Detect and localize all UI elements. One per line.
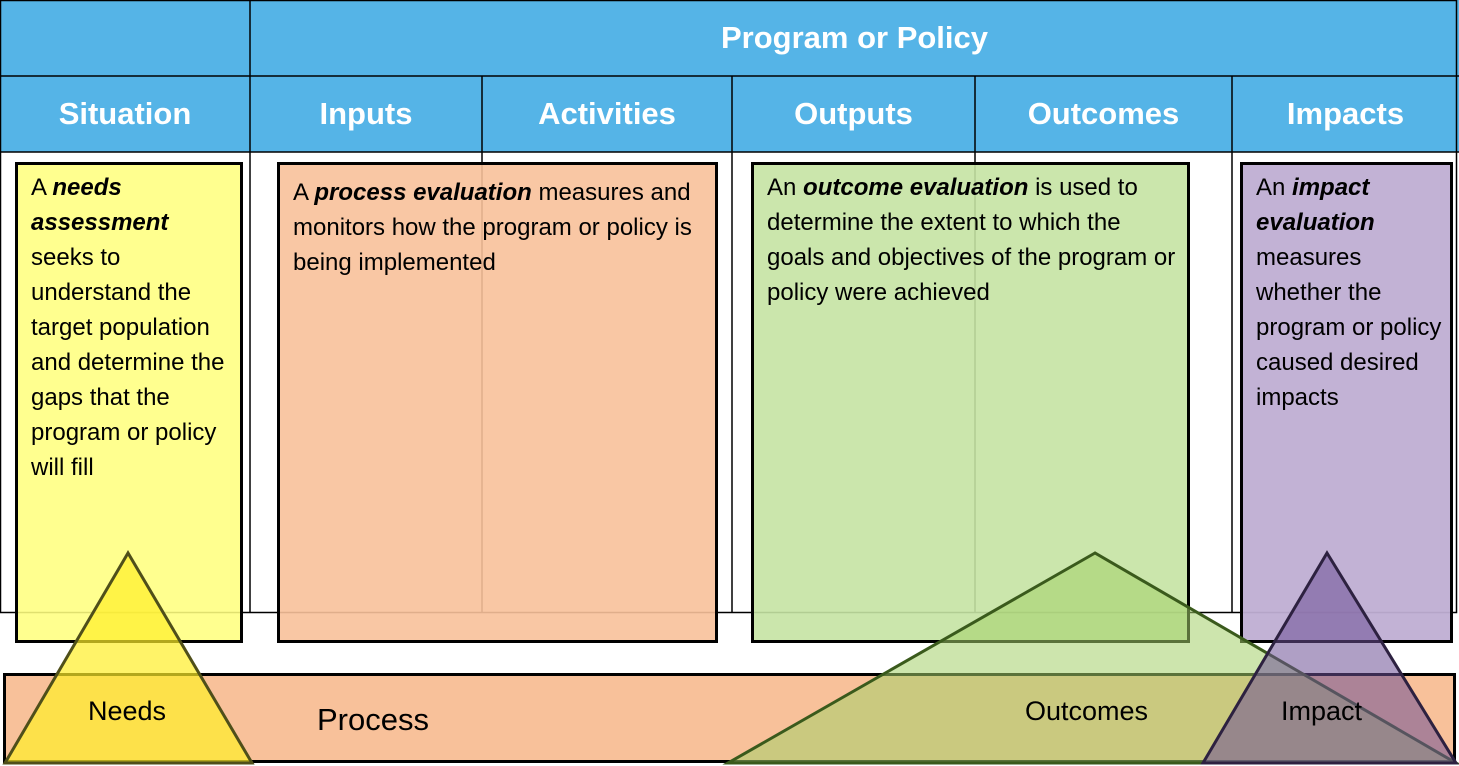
header-situation: Situation [58,96,192,131]
needs-triangle [2,550,255,765]
impact-triangle [1200,550,1459,765]
impact-evaluation-term: impact evaluation [1256,174,1375,236]
header-activities: Activities [538,96,676,131]
header-impacts: Impacts [1286,96,1405,131]
process-evaluation-term: process evaluation [314,179,532,206]
header-outputs: Outputs [794,96,913,131]
process-evaluation-text: A process evaluation measures and monito… [293,179,692,276]
program-policy-title: Program or Policy [720,20,989,55]
needs-assessment-term: needs assessment [31,174,169,236]
header-outcomes: Outcomes [1027,96,1180,131]
outcome-evaluation-term: outcome evaluation [803,174,1029,201]
table-border [0,0,1458,614]
impact-label: Impact [1281,696,1363,726]
header-inputs: Inputs [319,96,413,131]
impact-evaluation-box [1240,162,1453,643]
outcome-evaluation-box [751,162,1190,643]
needs-assessment-text: A needs assessment seeks to understand t… [31,174,225,481]
process-label: Process [317,702,429,737]
outcome-evaluation-text: An outcome evaluation is used to determi… [767,174,1176,306]
needs-label: Needs [88,696,167,726]
impact-evaluation-text: An impact evaluation measures whether th… [1256,174,1442,411]
outcomes-label: Outcomes [1025,696,1149,726]
process-evaluation-box [277,162,718,643]
needs-assessment-box [15,162,243,643]
